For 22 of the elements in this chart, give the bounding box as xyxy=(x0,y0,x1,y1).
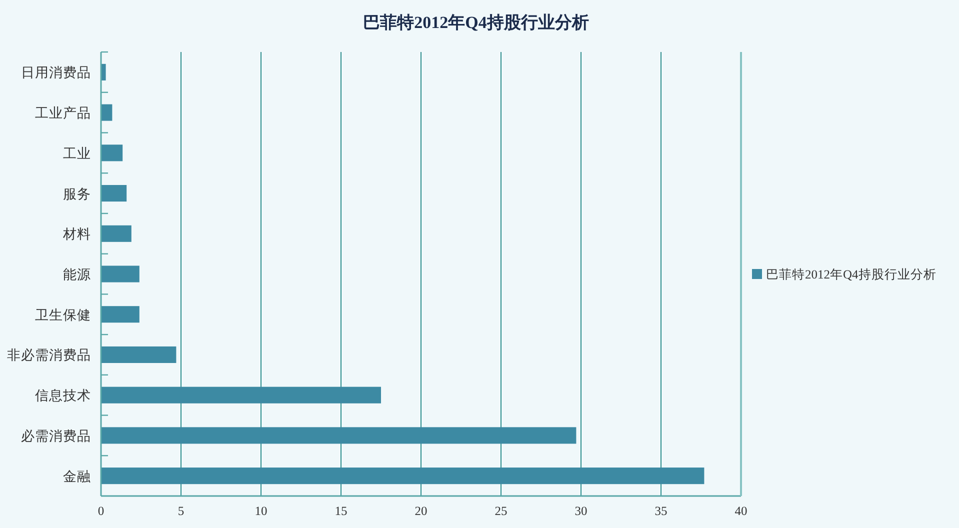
x-tick-label: 5 xyxy=(178,504,184,518)
title: 巴菲特2012年Q4持股行业分析 xyxy=(363,13,589,32)
x-tick-label: 20 xyxy=(414,504,428,518)
y-tick-label: 工业产品 xyxy=(35,106,91,121)
x-tick-label: 25 xyxy=(494,504,508,518)
legend-text: 巴菲特2012年Q4持股行业分析 xyxy=(766,268,936,282)
y-tick-label: 卫生保健 xyxy=(35,307,91,322)
y-tick-label: 必需消费品 xyxy=(21,428,91,444)
y-tick-label: 服务 xyxy=(63,186,91,202)
y-tick-label: 工业 xyxy=(63,146,91,161)
x-tick-label: 30 xyxy=(574,504,588,518)
x-tick-label: 35 xyxy=(654,504,668,518)
y-tick-label: 材料 xyxy=(63,226,91,242)
x-tick-label: 0 xyxy=(98,504,104,518)
y-tick-label: 日用消费品 xyxy=(21,65,91,80)
x-tick-label: 10 xyxy=(254,504,268,518)
y-tick-label: 金融 xyxy=(63,468,91,484)
y-tick-label: 信息技术 xyxy=(35,388,91,404)
x-tick-label: 40 xyxy=(734,504,748,518)
x-tick-label: 15 xyxy=(334,504,348,518)
y-tick-label: 能源 xyxy=(63,267,91,282)
y-tick-label: 非必需消费品 xyxy=(7,348,91,363)
